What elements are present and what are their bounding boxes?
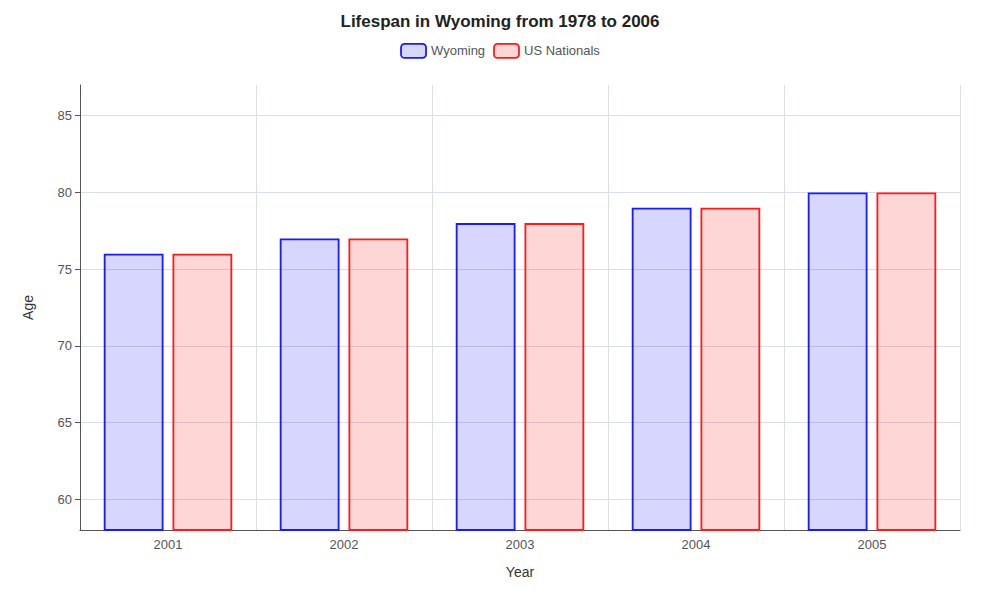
svg-text:Year: Year bbox=[506, 564, 535, 580]
svg-text:80: 80 bbox=[58, 185, 72, 200]
svg-text:70: 70 bbox=[58, 338, 72, 353]
svg-text:2005: 2005 bbox=[858, 537, 887, 552]
svg-text:2001: 2001 bbox=[154, 537, 183, 552]
svg-text:2004: 2004 bbox=[682, 537, 711, 552]
svg-text:2002: 2002 bbox=[330, 537, 359, 552]
svg-text:2003: 2003 bbox=[506, 537, 535, 552]
svg-text:85: 85 bbox=[58, 108, 72, 123]
svg-text:75: 75 bbox=[58, 262, 72, 277]
svg-text:65: 65 bbox=[58, 415, 72, 430]
svg-text:60: 60 bbox=[58, 492, 72, 507]
svg-text:Lifespan in Wyoming from 1978: Lifespan in Wyoming from 1978 to 2006 bbox=[341, 12, 660, 31]
svg-text:Age: Age bbox=[20, 295, 36, 320]
svg-text:US Nationals: US Nationals bbox=[524, 43, 600, 58]
svg-text:Wyoming: Wyoming bbox=[431, 43, 485, 58]
